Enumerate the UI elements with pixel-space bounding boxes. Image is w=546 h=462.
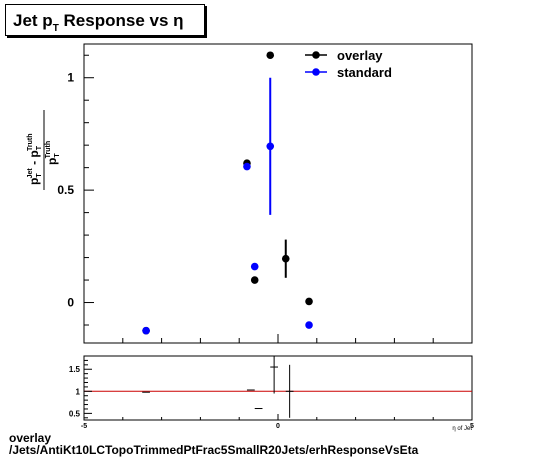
legend-overlay-marker — [312, 51, 320, 59]
main-data-points — [142, 51, 313, 335]
ratio-data-points — [142, 356, 294, 418]
ratio-x-ticks: -5 0 5 — [81, 414, 474, 430]
main-y-tick-label: 0.5 — [57, 183, 74, 197]
data-point-overlay — [250, 276, 259, 284]
main-y-tick-label: 1 — [67, 71, 74, 85]
data-point-standard — [305, 321, 313, 329]
legend-standard-label: standard — [337, 65, 392, 80]
chart-title: Jet pT Response vs η — [13, 11, 184, 34]
ratio-y-tick-label: 0.5 — [69, 409, 81, 418]
data-point-standard — [142, 326, 150, 335]
y-axis-label: pTJet - pTTruth pTTruth — [27, 110, 61, 190]
y-axis-numerator: pTJet - pTTruth — [27, 133, 43, 185]
footer-path: /Jets/AntiKt10LCTopoTrimmedPtFrac5SmallR… — [9, 443, 419, 457]
main-y-ticks: 00.51 — [57, 54, 94, 326]
legend-overlay-label: overlay — [337, 48, 383, 63]
data-point-overlay — [266, 51, 275, 60]
ratio-plot-frame — [83, 355, 473, 421]
data-point-standard — [250, 262, 259, 271]
main-y-tick-label: 0 — [67, 296, 74, 310]
ratio-x-tick-label: -5 — [81, 423, 87, 430]
main-x-ticks — [83, 334, 473, 343]
legend: overlay standard — [305, 48, 392, 80]
footer: overlay /Jets/AntiKt10LCTopoTrimmedPtFra… — [9, 432, 418, 456]
footer-label: overlay — [9, 431, 52, 445]
y-axis-denominator: pTTruth — [45, 141, 61, 165]
ratio-plot: 0.5 1 1.5 -5 0 5 η of Jet — [69, 355, 474, 432]
x-axis-label: η of Jet — [452, 426, 472, 432]
data-point-standard — [266, 142, 275, 151]
data-point-overlay — [305, 297, 313, 306]
data-point-overlay — [281, 254, 290, 263]
ratio-y-ticks: 0.5 1 1.5 — [69, 359, 92, 418]
main-plot-frame — [83, 43, 473, 344]
ratio-y-tick-label: 1 — [76, 387, 81, 396]
chart-title-box: Jet pT Response vs η — [5, 4, 205, 36]
data-point-standard — [243, 162, 251, 171]
ratio-y-tick-label: 1.5 — [69, 365, 81, 374]
ratio-x-tick-label: 0 — [276, 423, 280, 430]
ratio-x-tick-label: 5 — [470, 423, 474, 430]
main-plot: 00.51 overlay standard — [57, 43, 473, 344]
legend-standard-marker — [312, 68, 320, 76]
